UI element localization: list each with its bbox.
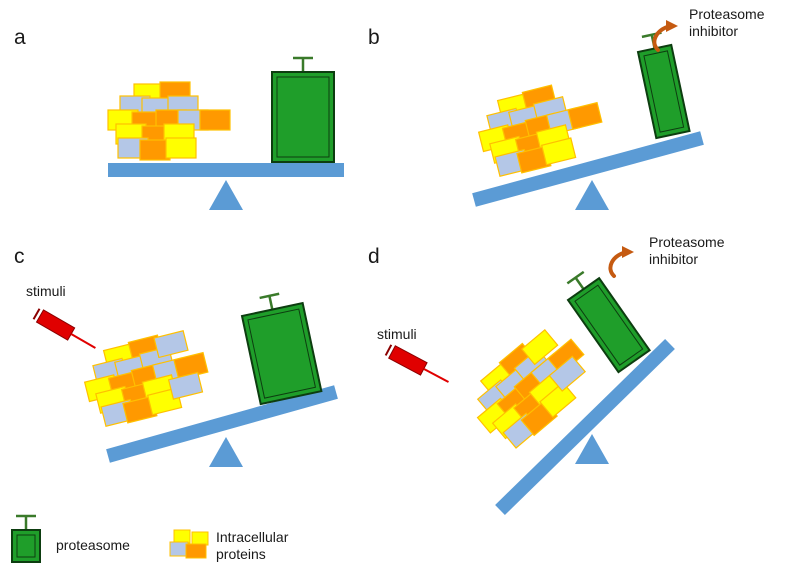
protein-block bbox=[539, 381, 577, 418]
proteasome-handle-stem bbox=[574, 276, 585, 290]
syringe-plunger bbox=[32, 308, 41, 320]
arrow-head bbox=[666, 20, 678, 32]
protein-block bbox=[567, 101, 603, 131]
protein-block bbox=[548, 355, 587, 392]
panel-c-beam bbox=[106, 385, 338, 463]
panel-d-stimuli-label: stimuli bbox=[377, 326, 417, 342]
protein-block bbox=[520, 328, 559, 366]
arrow-head bbox=[622, 246, 634, 258]
panel-b-inhibitor-arrow bbox=[652, 20, 678, 52]
protein-block bbox=[165, 137, 197, 159]
panel-d-beam bbox=[495, 338, 675, 516]
legend-protein-yellow bbox=[173, 529, 191, 544]
panel-b-inhibitor-label: Proteasome inhibitor bbox=[689, 6, 765, 39]
protein-block bbox=[540, 137, 577, 166]
panel-a-proteasome bbox=[271, 56, 335, 163]
protein-block bbox=[199, 109, 231, 131]
panel-d-fulcrum bbox=[575, 434, 609, 464]
panel-d-inhibitor-label: Proteasome inhibitor bbox=[649, 234, 725, 267]
proteasome-inner-frame bbox=[16, 534, 36, 558]
panel-b-fulcrum bbox=[575, 180, 609, 210]
proteasome-inner-frame bbox=[643, 50, 685, 133]
panel-b-label: b bbox=[368, 26, 380, 49]
panel-b-beam bbox=[472, 131, 704, 207]
syringe-body bbox=[388, 345, 428, 376]
panel-b-proteins bbox=[477, 84, 603, 178]
syringe-needle bbox=[423, 368, 449, 383]
panel-c-proteins bbox=[83, 330, 209, 428]
panel-a-proteins bbox=[107, 81, 231, 161]
panel-c-stimuli-label: stimuli bbox=[26, 283, 66, 299]
protein-block bbox=[167, 371, 204, 400]
legend-proteasome-icon bbox=[11, 514, 41, 563]
panel-d-inhibitor-arrow bbox=[608, 246, 634, 278]
syringe-plunger bbox=[384, 344, 393, 356]
panel-d-stimuli-syringe bbox=[384, 344, 449, 383]
legend-proteins-icon bbox=[169, 529, 209, 559]
proteasome-handle-bar bbox=[259, 292, 280, 300]
proteasome-body bbox=[566, 276, 651, 374]
protein-block bbox=[153, 330, 189, 359]
panel-d-label: d bbox=[368, 245, 380, 268]
proteasome-handle-stem bbox=[268, 295, 274, 310]
panel-c-label: c bbox=[14, 245, 25, 268]
syringe-needle bbox=[70, 333, 96, 349]
syringe-body bbox=[35, 309, 76, 341]
proteasome-body bbox=[240, 301, 323, 406]
panel-a-fulcrum bbox=[209, 180, 243, 210]
legend-protein-orange bbox=[185, 543, 207, 559]
legend-proteasome-label: proteasome bbox=[56, 537, 130, 553]
proteasome-body bbox=[271, 71, 335, 163]
panel-d-proteins bbox=[476, 328, 587, 449]
proteasome-inner-frame bbox=[247, 308, 317, 399]
legend-protein-grey bbox=[169, 541, 189, 557]
panel-d-proteasome bbox=[566, 270, 651, 374]
panel-b-proteasome bbox=[636, 31, 691, 140]
panel-c-stimuli-syringe bbox=[32, 308, 96, 349]
legend-proteins-label: Intracellular proteins bbox=[216, 529, 289, 562]
legend-protein-yellow-2 bbox=[191, 531, 209, 546]
panel-c-proteasome bbox=[240, 292, 323, 406]
proteasome-handle-bar bbox=[566, 270, 585, 285]
proteasome-body bbox=[636, 43, 691, 140]
proteasome-inner-frame bbox=[574, 284, 644, 366]
proteasome-inner-frame bbox=[276, 76, 330, 158]
panel-c-fulcrum bbox=[209, 437, 243, 467]
panel-a-label: a bbox=[14, 26, 26, 49]
